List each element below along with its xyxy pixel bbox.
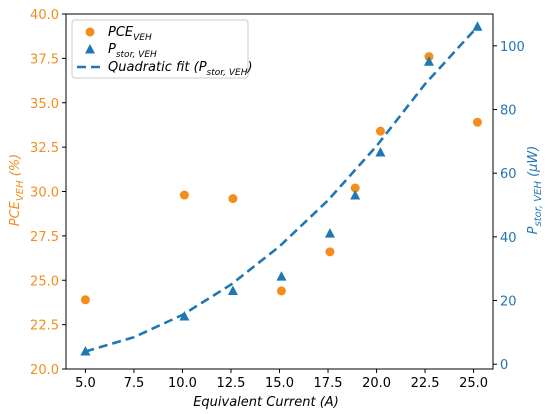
right-y-tick-label: 60 xyxy=(500,167,517,182)
x-axis-label: Equivalent Current (A) xyxy=(193,395,339,410)
left-y-axis-label: PCEVEH (%) xyxy=(8,154,26,226)
pstor-point xyxy=(179,310,190,321)
x-tick-label: 7.5 xyxy=(124,376,145,391)
x-tick-label: 15.0 xyxy=(265,376,294,391)
left-y-tick-label: 30.0 xyxy=(30,186,59,201)
left-y-tick-label: 32.5 xyxy=(30,141,59,156)
pce-point xyxy=(179,190,189,200)
pstor-point xyxy=(423,56,434,66)
data-marks xyxy=(80,21,483,356)
left-y-axis-ticks: 20.0 22.5 25.0 27.5 30.0 32.5 35.0 37.5 40.0 xyxy=(30,8,66,378)
right-y-tick-label: 20 xyxy=(500,295,517,310)
x-tick-label: 22.5 xyxy=(411,376,440,391)
left-y-tick-label: 40.0 xyxy=(30,8,59,23)
legend-label-pce: PCEVEH xyxy=(108,25,152,43)
pce-point xyxy=(325,247,335,257)
pce-point xyxy=(228,194,238,204)
x-tick-label: 17.5 xyxy=(314,376,343,391)
pstor-point xyxy=(472,21,483,31)
pstor-point xyxy=(350,189,361,200)
left-y-tick-label: 27.5 xyxy=(30,230,59,245)
legend-marker-pstor xyxy=(85,44,95,54)
x-tick-label: 5.0 xyxy=(75,376,96,391)
legend-box xyxy=(71,19,249,79)
x-tick-label: 20.0 xyxy=(362,376,391,391)
legend-label-fit: Quadratic fit (Pstor, VEH) xyxy=(108,60,253,78)
left-y-tick-label: 35.0 xyxy=(30,97,59,112)
pstor-point xyxy=(276,271,287,281)
pce-point xyxy=(472,117,482,127)
x-tick-label: 10.0 xyxy=(168,376,197,391)
left-y-tick-label: 25.0 xyxy=(30,274,59,289)
legend-label-pstor: Pstor, VEH xyxy=(108,42,157,60)
pce-point xyxy=(276,286,286,296)
right-y-axis-label: Pstor, VEH (μW) xyxy=(526,146,544,235)
right-y-tick-label: 0 xyxy=(500,358,508,373)
right-y-tick-label: 40 xyxy=(500,231,517,246)
left-y-tick-label: 37.5 xyxy=(30,52,59,67)
pce-point xyxy=(80,295,90,305)
right-y-axis-ticks: 0 20 40 60 80 100 xyxy=(493,40,525,373)
pstor-point xyxy=(324,228,335,238)
pstor-point xyxy=(375,146,386,157)
right-y-tick-label: 80 xyxy=(500,104,517,119)
pce-point xyxy=(375,126,385,136)
pce-point xyxy=(350,183,360,193)
pstor-point xyxy=(227,285,238,295)
left-y-tick-label: 22.5 xyxy=(30,319,59,334)
x-tick-label: 25.0 xyxy=(459,376,488,391)
x-tick-label: 12.5 xyxy=(217,376,246,391)
legend-marker-pce xyxy=(85,27,95,37)
right-y-tick-label: 100 xyxy=(500,40,525,55)
left-y-tick-label: 20.0 xyxy=(30,363,59,378)
x-axis-ticks: 5.0 7.5 10.0 12.5 15.0 17.5 20.0 22.5 25.0 xyxy=(75,369,488,391)
pstor-point xyxy=(80,345,91,356)
